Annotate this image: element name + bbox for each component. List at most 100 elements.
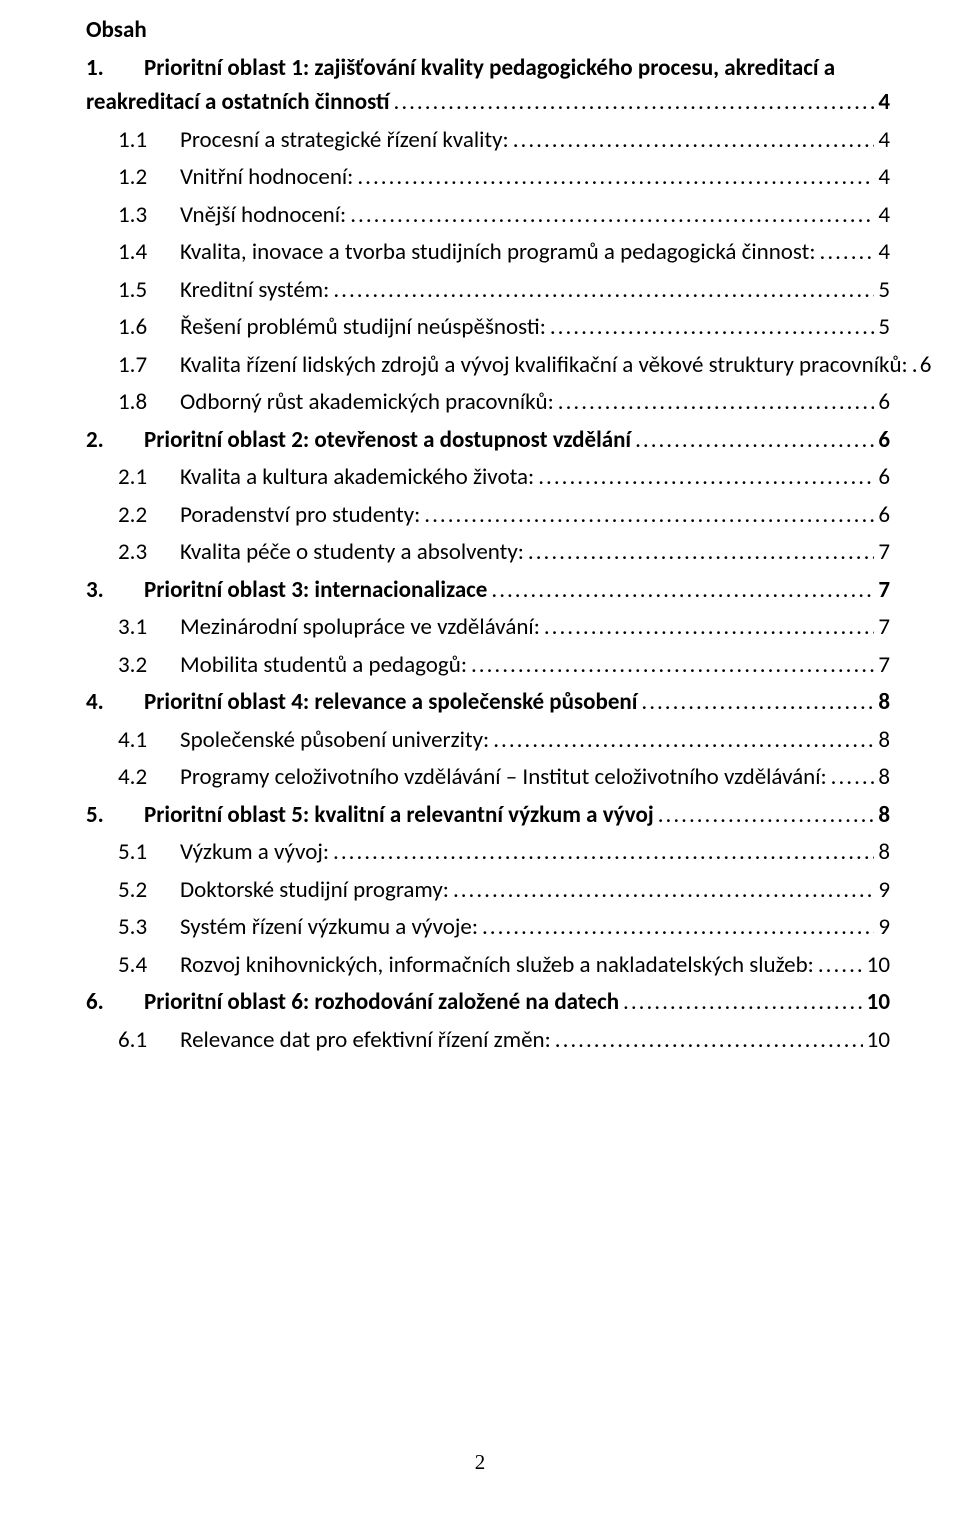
toc-number: 1. (86, 51, 144, 86)
toc-entry: 1.4Kvalita, inovace a tvorba studijních … (86, 234, 890, 272)
toc-page: 10 (863, 948, 890, 983)
toc-page: 4 (874, 123, 890, 158)
toc-entry: 1.1Procesní a strategické řízení kvality… (86, 121, 890, 159)
toc-entry: 1.5Kreditní systém: ....................… (86, 271, 890, 309)
toc-entry: 5.1Výzkum a vývoj: .....................… (86, 834, 890, 872)
toc-title: Prioritní oblast 2: otevřenost a dostupn… (144, 423, 631, 458)
toc-title: Odborný růst akademických pracovníků: (180, 385, 554, 420)
toc-leader-dots: ........................................… (631, 423, 874, 458)
toc-leader-dots: ........................................… (353, 160, 874, 195)
toc-number: 6.1 (86, 1023, 180, 1058)
toc-entry: 1.3Vnější hodnocení: ...................… (86, 196, 890, 234)
page-number: 2 (0, 1450, 960, 1475)
toc-entry: 3.2Mobilita studentů a pedagogů: .......… (86, 646, 890, 684)
toc-number: 5.2 (86, 873, 180, 908)
toc-leader-dots: ........................................… (390, 85, 875, 120)
toc-page: 4 (874, 235, 890, 270)
toc-title: Kvalita péče o studenty a absolventy: (180, 535, 524, 570)
toc-leader-dots: ........................................… (478, 910, 874, 945)
toc-leader-dots: ........................................… (329, 273, 874, 308)
toc-title: Vnitřní hodnocení: (180, 160, 353, 195)
toc-page: 7 (874, 610, 890, 645)
toc-leader-dots: ........................................… (489, 723, 874, 758)
toc-leader-dots: ........................................… (554, 385, 875, 420)
toc-entry: 1.6Řešení problémů studijní neúspěšnosti… (86, 309, 890, 347)
toc-title: Výzkum a vývoj: (180, 835, 329, 870)
toc-title: Vnější hodnocení: (180, 198, 346, 233)
toc-page: 6 (916, 348, 932, 383)
toc-entry: 4.Prioritní oblast 4: relevance a společ… (86, 684, 890, 722)
toc-number: 4.2 (86, 760, 180, 795)
toc-leader-dots: ........................................… (814, 948, 863, 983)
toc-title: Programy celoživotního vzdělávání – Inst… (180, 760, 827, 795)
toc-leader-dots: ........................................… (551, 1023, 863, 1058)
toc-entry: 2.3Kvalita péče o studenty a absolventy:… (86, 534, 890, 572)
toc-leader-dots: ........................................… (467, 648, 874, 683)
toc-page: 7 (874, 535, 890, 570)
toc-title: Mezinárodní spolupráce ve vzdělávání: (180, 610, 540, 645)
toc-entry: 1.7Kvalita řízení lidských zdrojů a vývo… (86, 346, 890, 384)
toc-number: 6. (86, 985, 144, 1020)
toc-title: Prioritní oblast 6: rozhodování založené… (144, 985, 619, 1020)
toc-leader-dots: ........................................… (619, 985, 863, 1020)
toc-number: 2. (86, 423, 144, 458)
toc-page: 6 (874, 423, 890, 458)
toc-page: 6 (874, 498, 890, 533)
toc-entry: 4.2Programy celoživotního vzdělávání – I… (86, 759, 890, 797)
toc-title: Mobilita studentů a pedagogů: (180, 648, 467, 683)
toc-title: Kvalita řízení lidských zdrojů a vývoj k… (180, 348, 908, 383)
toc-page: 6 (874, 385, 890, 420)
toc-entry: 3.Prioritní oblast 3: internacionalizace… (86, 571, 890, 609)
toc-page: 8 (874, 685, 890, 720)
toc-title: Systém řízení výzkumu a vývoje: (180, 910, 478, 945)
toc-number: 1.5 (86, 273, 180, 308)
toc-title: Doktorské studijní programy: (180, 873, 449, 908)
toc-number: 1.4 (86, 235, 180, 270)
toc-page: 5 (874, 310, 890, 345)
toc-page: 6 (874, 460, 890, 495)
toc-page: 10 (863, 1023, 890, 1058)
toc-entry: 5.Prioritní oblast 5: kvalitní a relevan… (86, 796, 890, 834)
toc-entry: 4.1Společenské působení univerzity: ....… (86, 721, 890, 759)
toc-leader-dots: ........................................… (546, 310, 874, 345)
toc-title: Kvalita a kultura akademického života: (180, 460, 534, 495)
toc-number: 5. (86, 798, 144, 833)
toc-number: 3. (86, 573, 144, 608)
toc-number: 3.2 (86, 648, 180, 683)
toc-page: 7 (874, 573, 890, 608)
toc-title: Řešení problémů studijní neúspěšnosti: (180, 310, 546, 345)
toc-leader-dots: ........................................… (420, 498, 874, 533)
toc-title: Prioritní oblast 5: kvalitní a relevantn… (144, 798, 654, 833)
toc-title: Procesní a strategické řízení kvality: (180, 123, 509, 158)
toc-number: 1.2 (86, 160, 180, 195)
toc-number: 4.1 (86, 723, 180, 758)
toc-number: 5.1 (86, 835, 180, 870)
toc-number: 1.3 (86, 198, 180, 233)
toc-title: Rozvoj knihovnických, informačních služe… (180, 948, 814, 983)
toc-list: 1.Prioritní oblast 1: zajišťování kvalit… (86, 49, 890, 1059)
toc-number: 1.1 (86, 123, 180, 158)
toc-page: 8 (874, 798, 890, 833)
toc-number: 1.8 (86, 385, 180, 420)
toc-number: 1.6 (86, 310, 180, 345)
toc-page: 5 (874, 273, 890, 308)
toc-entry: 5.4Rozvoj knihovnických, informačních sl… (86, 946, 890, 984)
toc-entry: 6.Prioritní oblast 6: rozhodování založe… (86, 984, 890, 1022)
toc-leader-dots: ........................................… (346, 198, 874, 233)
toc-number: 3.1 (86, 610, 180, 645)
toc-title: Kreditní systém: (180, 273, 329, 308)
toc-entry: 1.2Vnitřní hodnocení: ..................… (86, 159, 890, 197)
toc-page: 8 (874, 835, 890, 870)
toc-entry: 5.3Systém řízení výzkumu a vývoje: .....… (86, 909, 890, 947)
toc-leader-dots: ........................................… (524, 535, 874, 570)
toc-entry: 2.1Kvalita a kultura akademického života… (86, 459, 890, 497)
toc-title: reakreditací a ostatních činností (86, 85, 390, 120)
toc-page: 10 (863, 985, 890, 1020)
toc-title: Kvalita, inovace a tvorba studijních pro… (180, 235, 816, 270)
toc-title: Prioritní oblast 1: zajišťování kvality … (144, 51, 835, 86)
toc-page: 4 (874, 198, 890, 233)
toc-leader-dots: ........................................… (816, 235, 875, 270)
toc-page: 4 (874, 85, 890, 120)
toc-page: 8 (874, 723, 890, 758)
toc-entry: 1.Prioritní oblast 1: zajišťování kvalit… (86, 49, 890, 121)
